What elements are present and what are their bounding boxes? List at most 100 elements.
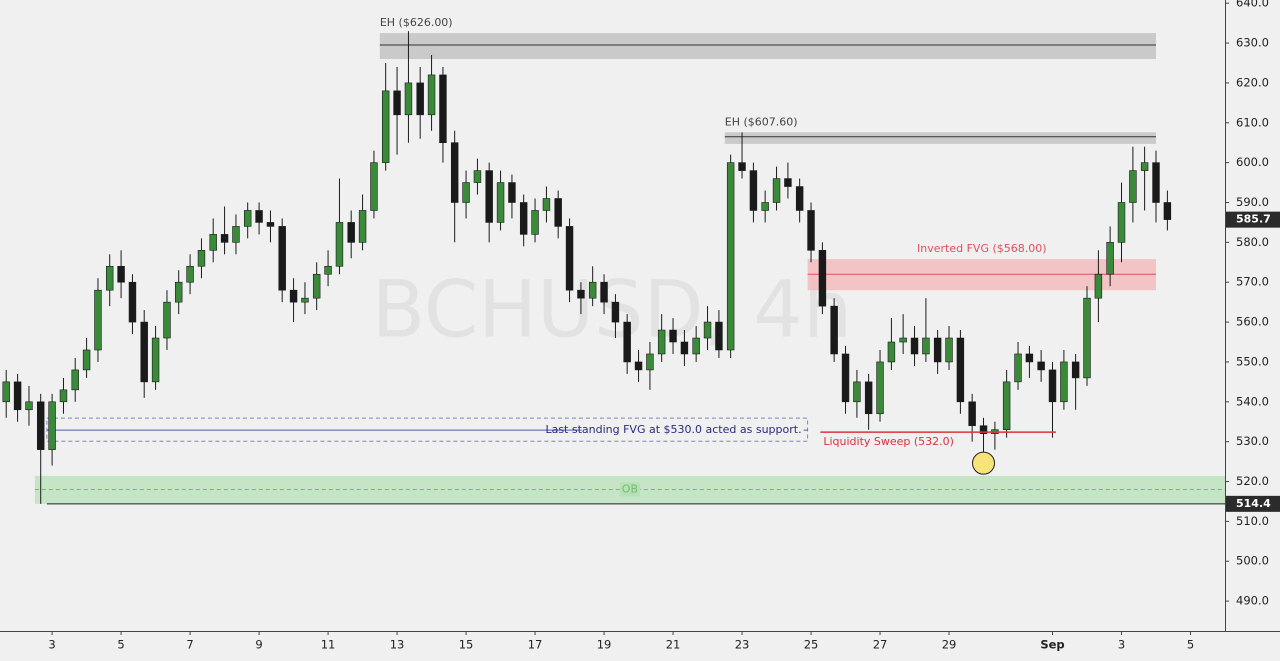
- candle-body: [968, 401, 976, 427]
- candle-body: [577, 289, 585, 299]
- x-tick-label: 5: [117, 638, 124, 652]
- candle-body: [910, 337, 919, 355]
- y-tick-label: 590.0: [1236, 195, 1269, 209]
- candle-body: [715, 321, 723, 351]
- candle-body: [450, 142, 459, 203]
- candle-body: [82, 349, 91, 371]
- price-label-box: [1226, 211, 1280, 228]
- candle-body: [278, 226, 286, 291]
- candle-body: [807, 210, 815, 251]
- candle-body: [462, 182, 470, 203]
- candle-body: [1014, 353, 1022, 383]
- candle-body: [531, 210, 539, 235]
- candle-body: [1037, 361, 1045, 371]
- candle-body: [439, 74, 447, 144]
- candle-body: [542, 198, 551, 211]
- candle-body: [358, 210, 367, 243]
- zone-label: OB: [622, 482, 638, 495]
- candle-body: [404, 82, 413, 116]
- candle-body: [140, 321, 148, 383]
- y-tick-label: 600.0: [1236, 155, 1269, 169]
- candle-body: [117, 265, 125, 283]
- candle-body: [1048, 369, 1057, 403]
- candle-body: [1152, 162, 1160, 203]
- candle-body: [1071, 361, 1080, 379]
- label-backdrop: [581, 422, 804, 439]
- price-label: 514.4: [1236, 497, 1271, 510]
- candle-body: [738, 162, 746, 171]
- candle-body: [220, 234, 229, 243]
- candle-body: [634, 361, 643, 371]
- candle-body: [1094, 273, 1103, 299]
- zone-label: EH ($626.00): [380, 16, 453, 29]
- candle-body: [1106, 242, 1114, 275]
- candle-body: [899, 337, 907, 343]
- candle-body: [243, 210, 252, 227]
- y-tick-label: 550.0: [1236, 354, 1269, 368]
- x-tick-label: 5: [1187, 638, 1194, 652]
- candle-body: [266, 222, 275, 227]
- y-tick-label: 640.0: [1236, 0, 1269, 10]
- y-tick-label: 630.0: [1236, 36, 1269, 50]
- zone: [379, 33, 1157, 59]
- candle-body: [933, 337, 942, 363]
- y-tick-label: 520.0: [1236, 474, 1269, 488]
- candle-body: [427, 74, 436, 116]
- candle-body: [554, 198, 562, 227]
- x-tick-label: 11: [321, 638, 336, 652]
- sweep-marker: [972, 451, 996, 475]
- candle-body: [784, 178, 792, 187]
- candle-body: [669, 329, 677, 343]
- y-tick-label: 500.0: [1236, 554, 1269, 568]
- y-tick-label: 610.0: [1236, 115, 1269, 129]
- candle-body: [197, 250, 206, 267]
- x-tick-label: 7: [186, 638, 193, 652]
- candle-body: [416, 82, 424, 116]
- zone-label: Last standing FVG at $530.0 acted as sup…: [545, 423, 801, 436]
- candle-body: [36, 401, 45, 450]
- x-tick-label: 23: [735, 638, 750, 652]
- candle-body: [1083, 297, 1091, 379]
- candle-body: [13, 381, 22, 411]
- x-tick-label: 27: [873, 638, 888, 652]
- y-tick-label: 540.0: [1236, 394, 1269, 408]
- candle-body: [335, 222, 344, 267]
- x-tick-label: Sep: [1040, 638, 1064, 652]
- x-tick-label: 29: [942, 638, 957, 652]
- candle-body: [726, 162, 735, 351]
- candle-body: [232, 226, 240, 243]
- price-label-box: [1226, 495, 1280, 512]
- candle-body: [255, 210, 263, 223]
- candle-body: [922, 337, 930, 355]
- candle-body: [174, 281, 183, 303]
- candle-body: [749, 170, 758, 211]
- candle-body: [393, 90, 401, 116]
- x-tick-label: 21: [666, 638, 681, 652]
- candle-body: [59, 389, 68, 403]
- sweep-label: Liquidity Sweep (532.0): [823, 435, 954, 448]
- candle-body: [565, 226, 574, 291]
- candle-body: [508, 182, 516, 203]
- candle-body: [519, 202, 528, 235]
- candle-body: [692, 337, 700, 355]
- candle-body: [818, 250, 827, 307]
- x-tick-label: 3: [1118, 638, 1125, 652]
- candle-body: [853, 381, 861, 403]
- candle-body: [1060, 361, 1068, 403]
- candle-body: [151, 337, 160, 383]
- candle-body: [1129, 170, 1137, 203]
- candle-body: [186, 265, 194, 283]
- price-label: 585.7: [1236, 213, 1271, 226]
- y-tick-label: 510.0: [1236, 514, 1269, 528]
- candle-body: [2, 381, 10, 403]
- candle-body: [347, 222, 355, 243]
- y-tick-label: 580.0: [1236, 235, 1269, 249]
- candle-body: [370, 162, 378, 211]
- candle-body: [312, 273, 321, 299]
- candle-body: [646, 353, 654, 371]
- candle-body: [876, 361, 884, 415]
- candle-body: [772, 178, 781, 203]
- x-tick-label: 19: [597, 638, 612, 652]
